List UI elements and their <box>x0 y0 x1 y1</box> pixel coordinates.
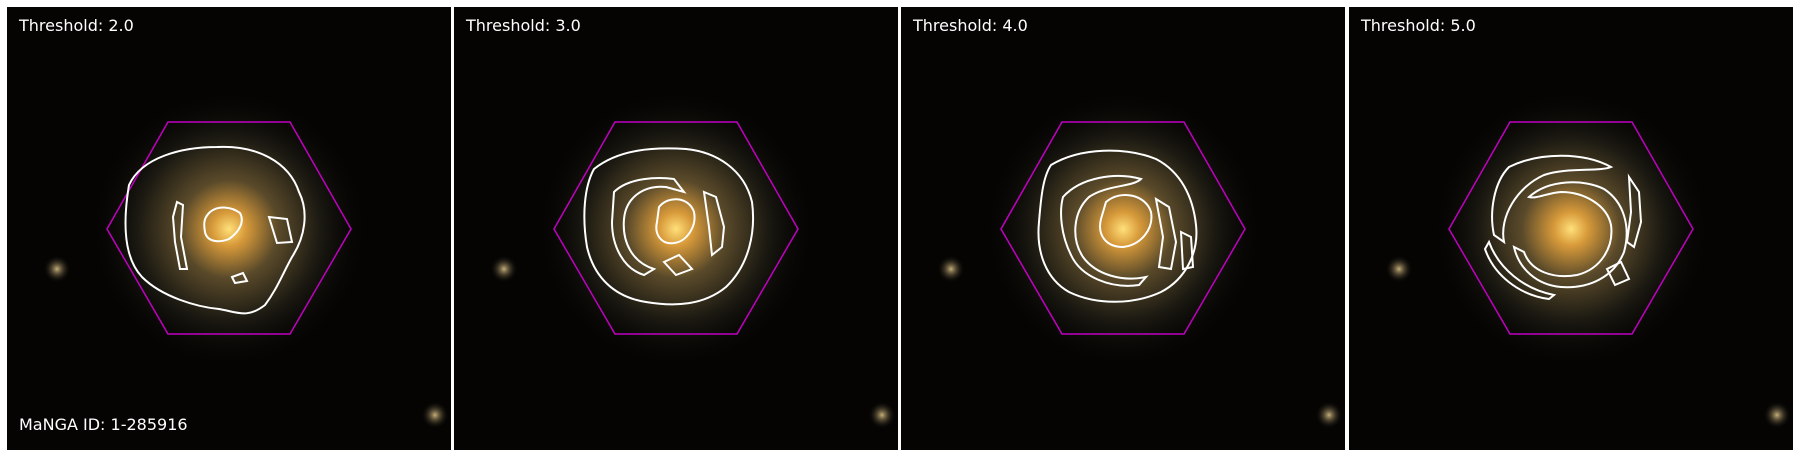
panel-threshold-3: Threshold: 3.0 <box>454 7 898 450</box>
panel-threshold-2: Threshold: 2.0 MaNGA ID: 1-285916 <box>7 7 451 450</box>
threshold-label: Threshold: 5.0 <box>1361 16 1476 35</box>
contour-outer <box>124 145 306 315</box>
contour-fragment <box>230 271 249 285</box>
background-star <box>937 255 965 283</box>
contour-core <box>1099 193 1153 249</box>
background-star <box>1385 255 1413 283</box>
galaxy-image <box>901 7 1345 450</box>
galaxy-image <box>7 7 451 450</box>
contour-arm <box>1512 181 1628 289</box>
contours <box>583 147 755 306</box>
contour-arm <box>610 177 687 277</box>
contour-arm <box>1060 175 1149 287</box>
contour-outer <box>583 147 755 306</box>
galaxy-glow <box>536 89 816 369</box>
contour-fragment <box>1179 230 1195 271</box>
threshold-label: Threshold: 4.0 <box>913 16 1028 35</box>
galaxy-glow <box>1431 89 1711 369</box>
background-star <box>868 401 896 429</box>
contour-fragment <box>1605 260 1631 287</box>
contour-arm <box>267 215 294 245</box>
contour-arm <box>171 200 189 270</box>
panel-threshold-4: Threshold: 4.0 <box>901 7 1345 450</box>
contours <box>124 145 306 315</box>
background-star <box>1763 401 1791 429</box>
contour-arm <box>1483 239 1557 301</box>
threshold-label: Threshold: 2.0 <box>19 16 134 35</box>
galaxy-id-label: MaNGA ID: 1-285916 <box>19 415 188 434</box>
background-star <box>490 255 518 283</box>
galaxy-image <box>454 7 898 450</box>
ifu-hexagon <box>553 121 799 335</box>
ifu-hexagon <box>1448 121 1694 335</box>
contours <box>1037 149 1198 303</box>
contour-fragment <box>662 253 694 277</box>
panel-threshold-5: Threshold: 5.0 <box>1349 7 1793 450</box>
background-star <box>1315 401 1343 429</box>
contour-core <box>655 198 696 245</box>
contour-outer <box>1037 149 1198 303</box>
contour-arm <box>1625 173 1643 249</box>
contour-arm <box>1154 196 1178 271</box>
contour-arm <box>1491 154 1614 245</box>
contour-arm <box>702 190 726 257</box>
contour-core <box>203 206 243 243</box>
background-star <box>43 255 71 283</box>
galaxy-image <box>1349 7 1793 450</box>
background-star <box>421 401 449 429</box>
threshold-label: Threshold: 3.0 <box>466 16 581 35</box>
ifu-hexagon <box>1000 121 1246 335</box>
galaxy-glow <box>89 89 369 369</box>
galaxy-glow <box>983 89 1263 369</box>
ifu-hexagon <box>106 121 352 335</box>
contours <box>1483 154 1643 301</box>
